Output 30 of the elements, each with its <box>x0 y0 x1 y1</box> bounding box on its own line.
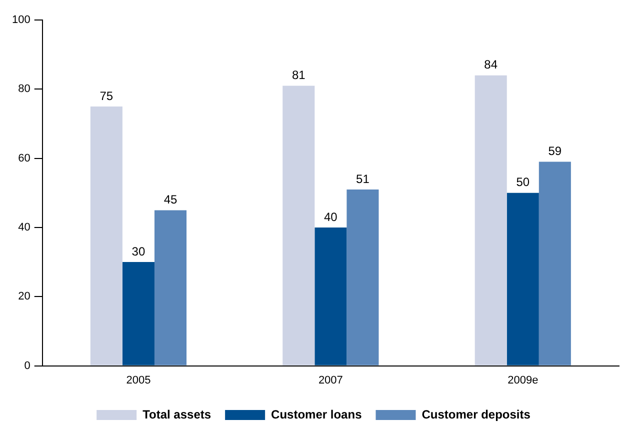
bar <box>346 189 379 366</box>
y-tick-label: 40 <box>18 222 30 234</box>
x-tick-label: 2007 <box>318 374 343 386</box>
data-label: 50 <box>516 175 530 190</box>
data-label: 30 <box>132 244 146 258</box>
bar <box>282 86 315 366</box>
bar <box>506 192 539 366</box>
y-tick-label: 60 <box>18 152 30 164</box>
bar <box>538 162 571 366</box>
data-label: 59 <box>548 144 562 158</box>
bar <box>314 227 347 366</box>
data-label: 51 <box>356 172 370 186</box>
data-label: 40 <box>324 210 338 224</box>
y-tick-label: 100 <box>12 14 30 26</box>
data-label: 45 <box>164 192 178 207</box>
bar <box>90 106 122 366</box>
data-label: 81 <box>292 68 306 82</box>
data-label: 75 <box>100 88 114 103</box>
bar <box>474 75 507 366</box>
legend-label: Customer loans <box>271 407 362 422</box>
y-tick-label: 80 <box>18 83 30 96</box>
x-tick-label: 2009e <box>508 374 538 386</box>
bar <box>154 210 187 366</box>
data-label: 84 <box>484 58 498 72</box>
y-tick-label: 0 <box>24 360 30 372</box>
x-tick-label: 2005 <box>126 374 151 386</box>
bar <box>122 262 154 366</box>
legend-label: Customer deposits <box>422 407 531 422</box>
y-tick-label: 20 <box>18 290 30 303</box>
legend-label: Total assets <box>142 407 212 422</box>
